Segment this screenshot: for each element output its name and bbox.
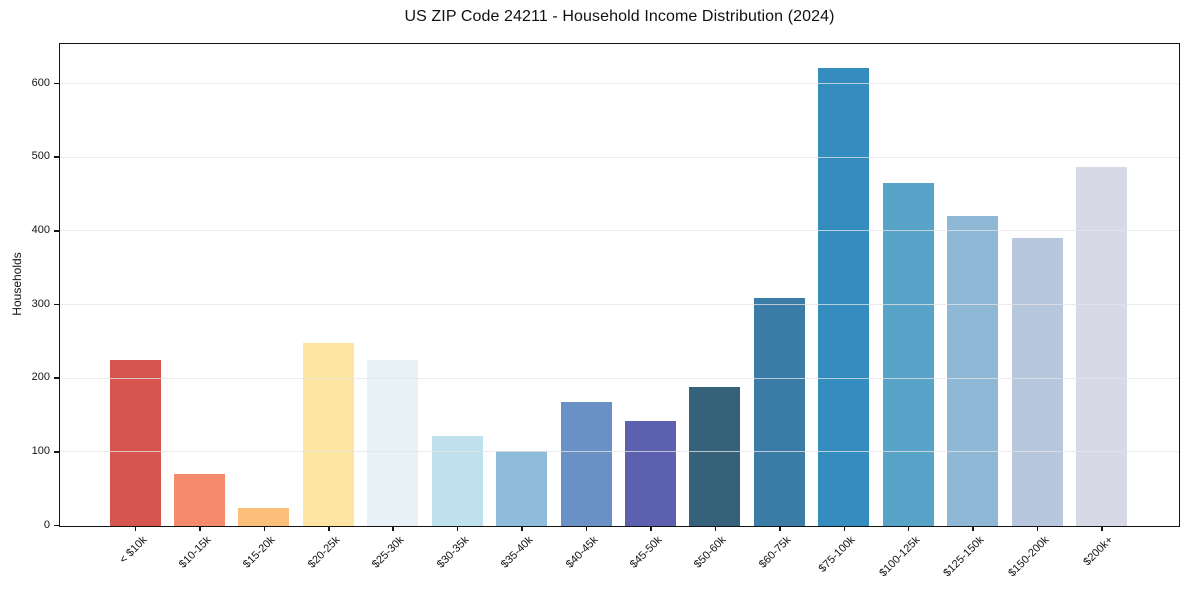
plot-area (59, 43, 1180, 527)
y-tick-mark (54, 230, 59, 232)
x-tick-mark (585, 525, 588, 531)
x-tick-mark (392, 525, 394, 531)
y-tick-mark (54, 156, 59, 158)
bar (496, 450, 548, 526)
x-tick-mark (907, 525, 910, 531)
bar (753, 298, 805, 526)
gridline (60, 304, 1179, 306)
gridline (60, 156, 1179, 158)
y-tick-label: 200 (31, 371, 50, 384)
x-tick-mark (1101, 525, 1103, 531)
bar (302, 342, 354, 526)
x-tick-label: $35-40k (498, 534, 536, 571)
x-tick-mark (456, 525, 459, 531)
x-tick-mark (263, 525, 266, 531)
x-tick-label: $50-60k (692, 534, 729, 571)
x-tick-mark (521, 525, 523, 531)
bar (238, 507, 290, 526)
bar (560, 402, 612, 526)
y-tick-mark (54, 82, 59, 85)
x-tick-label: $45-50k (627, 534, 665, 571)
y-tick-label: 600 (31, 76, 50, 89)
y-tick-mark (54, 377, 59, 379)
x-tick-mark (328, 525, 330, 531)
bar (109, 360, 161, 526)
bar (689, 386, 741, 526)
y-tick-mark (54, 303, 59, 306)
chart-title: US ZIP Code 24211 - Household Income Dis… (404, 8, 835, 25)
x-tick-label: $40-45k (563, 534, 601, 571)
x-tick-mark (972, 525, 974, 531)
bar (367, 359, 419, 526)
x-tick-label: $200k+ (1081, 534, 1116, 569)
x-tick-label: $15-20k (241, 534, 278, 571)
x-tick-mark (134, 525, 137, 531)
x-tick-label: $60-75k (756, 534, 794, 571)
x-tick-label: $10-15k (176, 534, 214, 571)
x-tick-label: $30-35k (434, 534, 472, 571)
x-tick-mark (843, 525, 845, 531)
x-tick-label: < $10k (116, 534, 149, 567)
x-tick-label: $150-200k (1005, 534, 1052, 580)
bar (818, 67, 870, 526)
gridline (60, 377, 1179, 379)
gridline (60, 451, 1179, 453)
x-tick-mark (779, 525, 781, 531)
x-tick-mark (650, 525, 652, 531)
y-tick-label: 0 (43, 518, 50, 531)
bar (1011, 238, 1063, 526)
x-tick-mark (199, 525, 201, 531)
gridline (60, 230, 1179, 232)
x-tick-label: $75-100k (816, 534, 858, 575)
x-tick-label: $125-150k (941, 534, 987, 580)
bar (624, 421, 676, 526)
y-tick-label: 300 (31, 297, 50, 310)
y-tick-mark (54, 524, 59, 527)
bar (1075, 167, 1127, 526)
bar (431, 436, 483, 526)
y-tick-label: 500 (31, 150, 50, 163)
x-tick-mark (1036, 525, 1039, 531)
x-tick-label: $100-125k (876, 534, 923, 580)
x-tick-label: $25-30k (370, 534, 407, 571)
bar (947, 215, 999, 526)
y-axis-label: Households (10, 252, 24, 316)
gridline (60, 83, 1179, 85)
y-tick-label: 100 (31, 444, 50, 457)
bar (882, 183, 934, 526)
y-tick-mark (54, 451, 59, 453)
bar (173, 474, 225, 526)
y-tick-label: 400 (31, 223, 50, 236)
x-tick-label: $20-25k (305, 534, 343, 571)
x-tick-mark (714, 525, 717, 531)
